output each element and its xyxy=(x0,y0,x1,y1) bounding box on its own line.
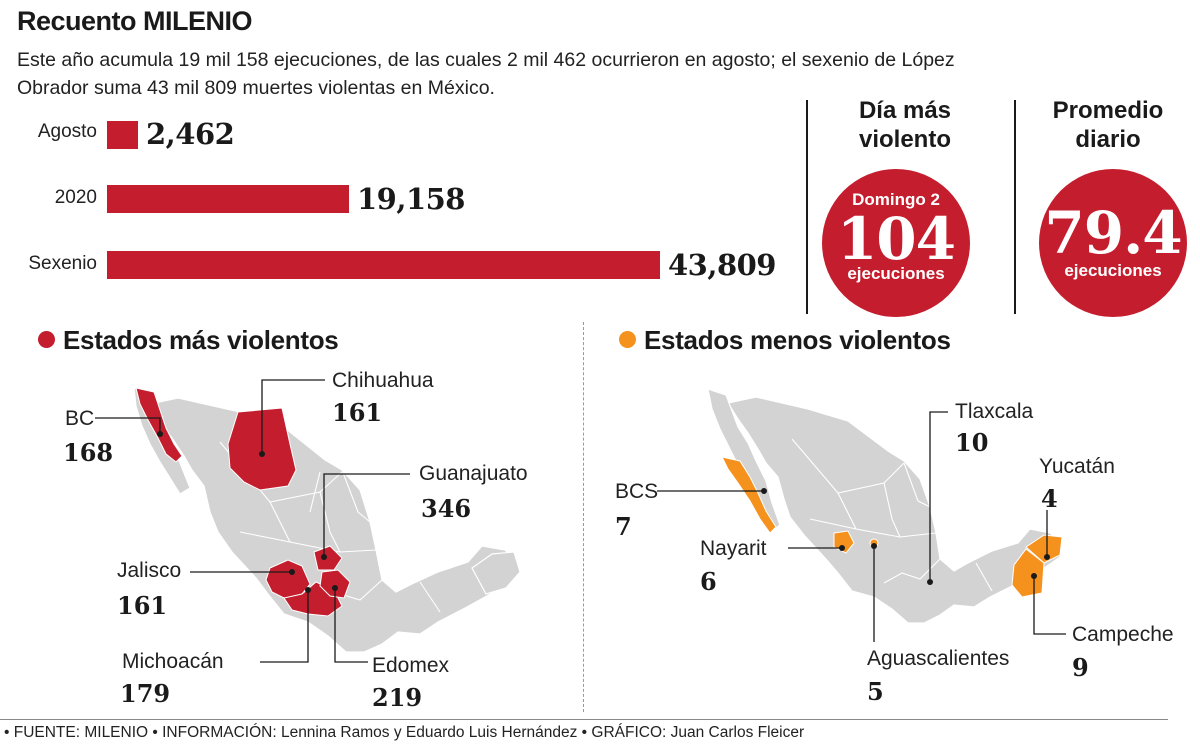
guanajuato-state-shape xyxy=(313,545,343,571)
label-chihuahua-name: Chihuahua xyxy=(332,369,434,392)
marker-yucatan xyxy=(1044,554,1050,560)
edomex-state-shape xyxy=(319,569,351,599)
kpi-day-heading: Día más violento xyxy=(858,97,952,153)
marker-aguascalientes xyxy=(871,543,877,549)
page-title: Recuento MILENIO xyxy=(17,6,253,36)
label-yucatan-value: 4 xyxy=(1041,484,1058,513)
kpi-avg-value: 79.4 xyxy=(1044,199,1182,267)
label-bc-value: 168 xyxy=(63,438,114,467)
label-nayarit-name: Nayarit xyxy=(700,537,767,560)
label-bcs-value: 7 xyxy=(615,512,632,541)
leader-bc xyxy=(95,417,161,432)
section-most-violent-label: Estados más violentos xyxy=(63,325,339,355)
bar-agosto xyxy=(107,121,138,149)
leader-edomex xyxy=(334,590,368,663)
map-least-violent xyxy=(707,388,1063,624)
marker-campeche xyxy=(1031,573,1037,579)
yucatan-shape xyxy=(471,551,521,595)
bar-label-sexenio: Sexenio xyxy=(28,253,97,274)
bar-label-agosto: Agosto xyxy=(37,121,97,142)
label-aguascalientes-value: 5 xyxy=(867,677,884,706)
label-tlaxcala-value: 10 xyxy=(955,428,989,457)
footer-divider xyxy=(0,719,1168,720)
leader-lines-most-violent xyxy=(95,379,410,663)
section-divider xyxy=(583,322,584,712)
bar-value-agosto: 2,462 xyxy=(146,117,235,151)
label-yucatan-name: Yucatán xyxy=(1039,455,1115,478)
marker-bcs xyxy=(761,488,767,494)
kpi-day-label: Domingo 2 xyxy=(852,190,940,209)
red-dot-icon xyxy=(38,331,55,348)
label-edomex-name: Edomex xyxy=(372,654,450,677)
label-tlaxcala-name: Tlaxcala xyxy=(955,400,1034,423)
marker-guanajuato xyxy=(321,554,327,560)
marker-bc xyxy=(157,431,163,437)
footer-credits: • FUENTE: MILENIO • INFORMACIÓN: Lennina… xyxy=(4,724,805,741)
bar-2020 xyxy=(107,185,349,213)
label-guanajuato-value: 346 xyxy=(421,494,472,523)
label-michoacan-value: 179 xyxy=(120,679,171,708)
marker-michoacan xyxy=(305,587,311,593)
kpi-day-unit: ejecuciones xyxy=(847,264,945,283)
leader-chihuahua xyxy=(261,379,325,452)
section-least-violent-label: Estados menos violentos xyxy=(644,325,951,355)
label-campeche-value: 9 xyxy=(1072,653,1089,682)
campeche-state-shape xyxy=(1011,548,1045,598)
label-chihuahua-value: 161 xyxy=(332,398,383,427)
label-michoacan-name: Michoacán xyxy=(122,650,224,673)
label-edomex-value: 219 xyxy=(372,683,423,712)
leader-campeche xyxy=(1033,578,1066,635)
bar-label-2020: 2020 xyxy=(54,187,97,208)
kpi-day-value: 104 xyxy=(836,205,956,273)
bcs-state-shape xyxy=(721,456,777,534)
marker-edomex xyxy=(332,585,338,591)
orange-dot-icon xyxy=(619,331,636,348)
bar-value-2020: 19,158 xyxy=(357,182,466,216)
leader-tlaxcala xyxy=(929,411,948,580)
kpi-avg-unit: ejecuciones xyxy=(1064,261,1162,280)
bar-sexenio xyxy=(107,251,660,279)
bar-value-sexenio: 43,809 xyxy=(668,248,777,282)
kpi-divider-right xyxy=(1014,100,1016,314)
leader-guanajuato xyxy=(323,473,410,555)
section-most-violent-title: Estados más violentos xyxy=(38,325,339,356)
kpi-divider-left xyxy=(806,100,808,314)
marker-tlaxcala xyxy=(927,579,933,585)
leader-lines-least-violent xyxy=(657,411,1066,642)
label-nayarit-value: 6 xyxy=(700,567,717,596)
marker-chihuahua xyxy=(259,451,265,457)
marker-nayarit xyxy=(839,545,845,551)
label-guanajuato-name: Guanajuato xyxy=(419,462,528,485)
label-jalisco-value: 161 xyxy=(117,591,168,620)
kpi-avg-heading: Promedio diario xyxy=(1052,97,1164,153)
leader-michoacan xyxy=(260,592,309,663)
label-campeche-name: Campeche xyxy=(1072,623,1174,646)
label-aguascalientes-name: Aguascalientes xyxy=(867,647,1010,670)
page-subtitle: Este año acumula 19 mil 158 ejecuciones,… xyxy=(17,49,955,99)
label-bcs-name: BCS xyxy=(615,480,659,503)
baja-peninsula-shape xyxy=(707,388,781,532)
section-least-violent-title: Estados menos violentos xyxy=(619,325,951,356)
kpi-avg-circle: 79.4 ejecuciones xyxy=(1039,169,1187,317)
kpi-day-circle: Domingo 2 104 ejecuciones xyxy=(822,169,970,317)
label-jalisco-name: Jalisco xyxy=(117,559,182,582)
label-bc-name: BC xyxy=(65,407,95,430)
bc-state-shape xyxy=(135,387,183,463)
marker-jalisco xyxy=(289,569,295,575)
